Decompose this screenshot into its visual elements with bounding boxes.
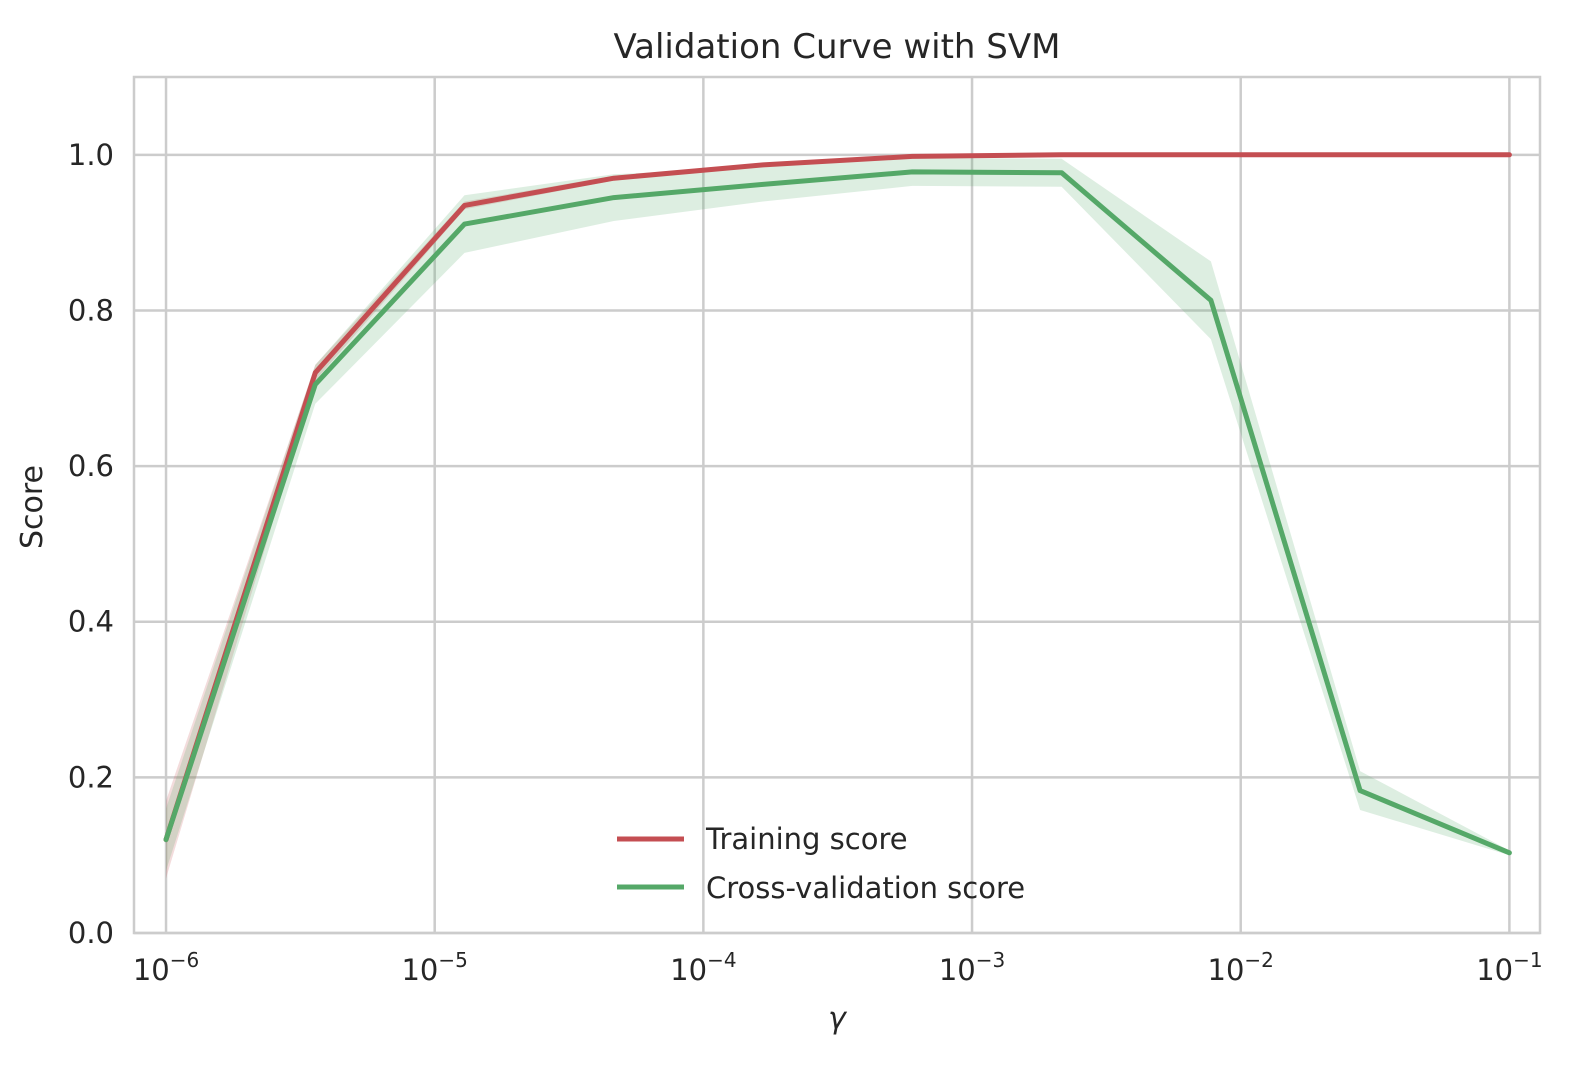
- series-line-training: [163, 152, 1512, 843]
- x-tick-label: 10−6: [133, 948, 199, 987]
- legend: Training score Cross-validation score: [617, 822, 1025, 905]
- y-tick-label: 0.4: [68, 605, 114, 639]
- x-axis-label: γ: [828, 1001, 848, 1036]
- x-tick-exponent: −3: [976, 948, 1005, 972]
- x-tick-base: 10: [1208, 953, 1245, 987]
- x-tick-base: 10: [939, 953, 976, 987]
- x-tick-base: 10: [1476, 953, 1513, 987]
- x-tick-base: 10: [133, 953, 170, 987]
- y-axis-label: Score: [15, 465, 50, 549]
- y-tick-label: 1.0: [68, 138, 114, 172]
- x-tick-exponent: −6: [170, 948, 199, 972]
- series-lines: [163, 152, 1512, 856]
- y-tick-label: 0.0: [68, 916, 114, 950]
- x-tick-base: 10: [670, 953, 707, 987]
- x-tick-labels: 10−6 10−5 10−4 10−3 10−2 10−1: [133, 948, 1543, 987]
- x-tick-label: 10−1: [1476, 948, 1542, 987]
- chart-title: Validation Curve with SVM: [614, 27, 1061, 67]
- x-tick-exponent: −5: [438, 948, 467, 972]
- y-tick-label: 0.8: [68, 293, 114, 327]
- x-tick-label: 10−4: [670, 948, 736, 987]
- series-line-cross-validation: [163, 169, 1512, 856]
- x-tick-exponent: −2: [1244, 948, 1273, 972]
- y-tick-label: 0.2: [68, 760, 114, 794]
- y-tick-labels: 0.0 0.2 0.4 0.6 0.8 1.0: [68, 138, 114, 950]
- x-tick-exponent: −1: [1513, 948, 1542, 972]
- x-tick-base: 10: [401, 953, 438, 987]
- x-tick-label: 10−3: [939, 948, 1005, 987]
- x-tick-exponent: −4: [707, 948, 736, 972]
- x-tick-label: 10−2: [1208, 948, 1274, 987]
- plot-frame: [132, 75, 1542, 935]
- legend-label-training: Training score: [705, 822, 908, 856]
- legend-label-cross-validation: Cross-validation score: [706, 871, 1025, 905]
- y-tick-label: 0.6: [68, 449, 114, 483]
- x-tick-label: 10−5: [401, 948, 467, 987]
